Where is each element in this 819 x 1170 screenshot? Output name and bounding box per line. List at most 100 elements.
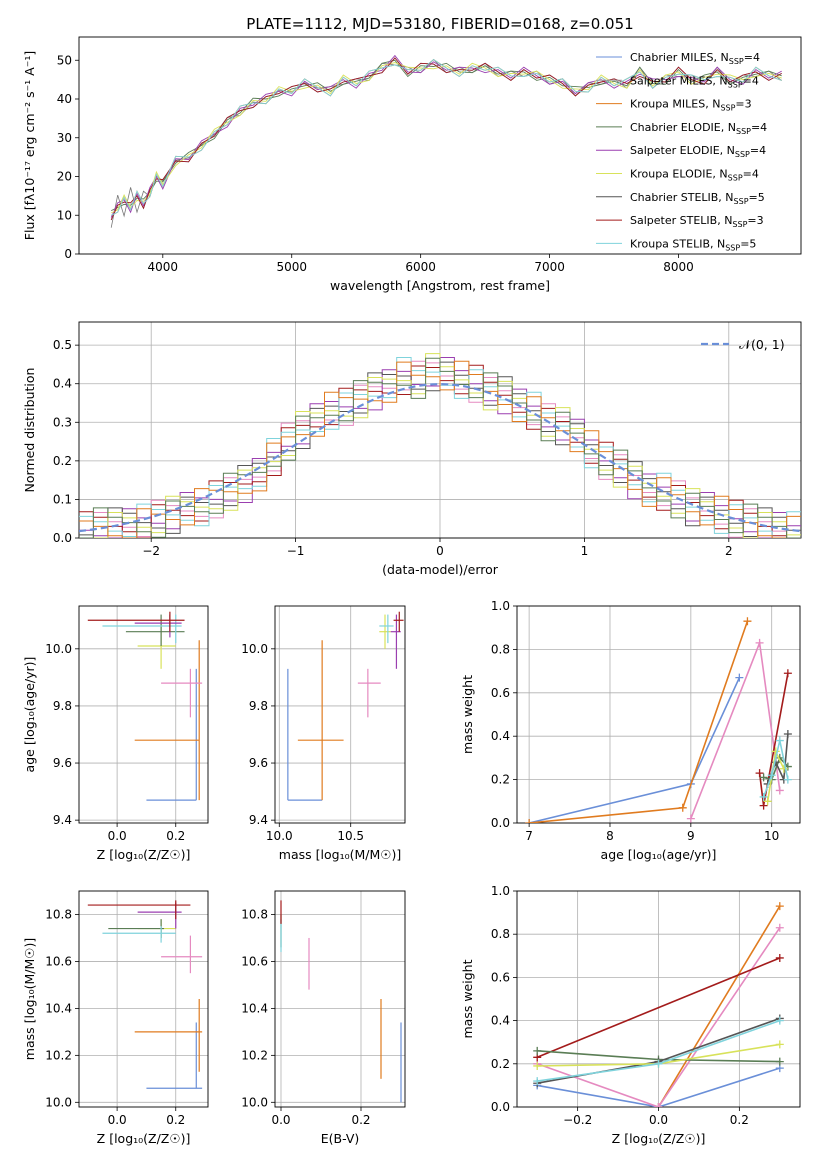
weight-marker	[533, 1046, 542, 1055]
legend-entry: Salpeter ELODIE, NSSP=4	[630, 144, 766, 159]
legend-subscript: SSP	[732, 220, 747, 229]
axes-frame	[78, 890, 209, 1108]
weight-marker	[775, 953, 784, 962]
weight-marker	[654, 1059, 663, 1068]
y-tick-label: 9.4	[249, 813, 268, 827]
axes-frame	[78, 605, 209, 824]
x-tick-label: 0.0	[271, 1113, 290, 1127]
legend-entry: Salpeter MILES, NSSP=4	[630, 74, 759, 89]
weight-marker	[533, 1077, 542, 1086]
y-tick-label: 1.0	[491, 884, 510, 898]
x-tick-label: 10	[764, 829, 779, 843]
x-tick-label: 0.2	[730, 1113, 749, 1127]
axes-frame	[274, 605, 406, 824]
y-axis-label: Normed distribution	[22, 368, 37, 493]
weight-marker	[783, 669, 792, 678]
y-tick-label: 9.4	[53, 813, 72, 827]
y-tick-label: 10	[57, 208, 72, 222]
legend-entry: Kroupa STELIB, NSSP=5	[630, 237, 756, 252]
weight-marker	[775, 1057, 784, 1066]
legend-value: =4	[751, 121, 767, 134]
y-tick-label: 10.0	[45, 1095, 72, 1109]
legend-subscript: SSP	[729, 57, 744, 66]
model-spectrum-line	[111, 59, 782, 212]
y-axis-label: age [log₁₀(age/yr)]	[22, 657, 37, 773]
plot-area	[280, 900, 402, 1103]
legend-value: =5	[749, 191, 765, 204]
weight-marker	[775, 1016, 784, 1025]
x-tick-label: 0	[436, 544, 444, 558]
x-tick-label: 0.0	[649, 1113, 668, 1127]
weight-marker	[743, 617, 752, 626]
panel-mass_vs_ebv: 0.0 0.2 10.0 10.2 10.4 10.6 10.8 E(B-V)	[241, 890, 406, 1146]
y-tick-label: 10.0	[45, 642, 72, 656]
weight-line	[529, 620, 749, 823]
weight-marker	[775, 923, 784, 932]
y-tick-label: 40	[57, 92, 72, 106]
weight-marker	[654, 1103, 663, 1107]
x-axis-label: E(B-V)	[321, 1131, 360, 1146]
x-tick-label: −2	[142, 544, 160, 558]
x-tick-label: 10.5	[337, 829, 364, 843]
x-axis-label: Z [log₁₀(Z/Z☉)]	[97, 1131, 191, 1146]
weight-marker	[686, 814, 695, 823]
y-tick-label: 10.8	[45, 907, 72, 921]
x-tick-label: 0.2	[166, 829, 185, 843]
weight-line	[536, 957, 781, 1059]
x-tick-label: 8	[606, 829, 614, 843]
panel-mass_weight_vs_age: 7 8 9 10 0.0 0.2 0.4 0.6 0.8 1.0 age [log₁₀(age/yr…	[460, 599, 801, 862]
x-axis-label: (data-model)/error	[382, 562, 499, 577]
weight-marker	[763, 797, 772, 806]
y-tick-label: 10.6	[45, 954, 72, 968]
weight-marker	[783, 730, 792, 739]
x-axis-label: age [log₁₀(age/yr)]	[601, 847, 717, 862]
legend-entry: Chabrier MILES, NSSP=4	[630, 51, 760, 66]
y-tick-label: 9.8	[249, 699, 268, 713]
figure-title: PLATE=1112, MJD=53180, FIBERID=0168, z=0…	[246, 15, 633, 33]
y-tick-label: 10.6	[241, 954, 268, 968]
x-tick-label: 5000	[276, 260, 307, 274]
panel-spectrum: 4000 5000 6000 7000 8000 0 10 20 30 40 50 wavelengt…	[22, 36, 802, 293]
weight-marker	[779, 764, 788, 773]
x-tick-label: 9	[687, 829, 695, 843]
y-tick-label: 0.3	[53, 415, 72, 429]
y-tick-label: 0.4	[53, 377, 72, 391]
weight-marker	[735, 673, 744, 682]
legend-subscript: SSP	[728, 80, 743, 89]
y-tick-label: 20	[57, 170, 72, 184]
normal-curve	[79, 382, 801, 533]
y-tick-label: 10.4	[45, 1001, 72, 1015]
x-tick-label: 0.0	[108, 1113, 127, 1127]
panel-age_vs_Z: 0.0 0.2 9.4 9.6 9.8 10.0 Z [log₁₀(Z/Z☉)] age [l…	[22, 605, 209, 862]
y-tick-label: 50	[57, 53, 72, 67]
weight-marker	[755, 638, 764, 647]
histogram-step	[79, 357, 801, 538]
plot-area	[87, 611, 203, 801]
y-tick-label: 0.1	[53, 492, 72, 506]
legend-value: =3	[747, 214, 763, 227]
x-tick-label: 4000	[148, 260, 179, 274]
y-tick-label: 10.8	[241, 907, 268, 921]
y-tick-label: 0.0	[491, 816, 510, 830]
y-tick-label: 10.2	[45, 1048, 72, 1062]
axes-frame	[516, 605, 801, 824]
legend-subscript: SSP	[736, 127, 751, 136]
y-tick-label: 0.4	[491, 1014, 510, 1028]
y-tick-label: 10.4	[241, 1001, 268, 1015]
legend-value: =5	[740, 237, 756, 250]
weight-marker	[775, 786, 784, 795]
y-tick-label: 0.6	[491, 686, 510, 700]
legend-value: =4	[743, 74, 759, 87]
y-tick-label: 0.0	[53, 531, 72, 545]
x-tick-label: 1	[581, 544, 589, 558]
plot-area	[110, 54, 782, 228]
weight-marker	[525, 819, 534, 823]
legend-subscript: SSP	[735, 150, 750, 159]
y-axis-label: mass weight	[460, 675, 475, 754]
x-tick-label: 6000	[405, 260, 436, 274]
model-spectrum-line	[110, 54, 782, 218]
x-tick-label: −0.2	[563, 1113, 592, 1127]
y-tick-label: 9.8	[53, 699, 72, 713]
x-axis-label: wavelength [Angstrom, rest frame]	[330, 278, 550, 293]
